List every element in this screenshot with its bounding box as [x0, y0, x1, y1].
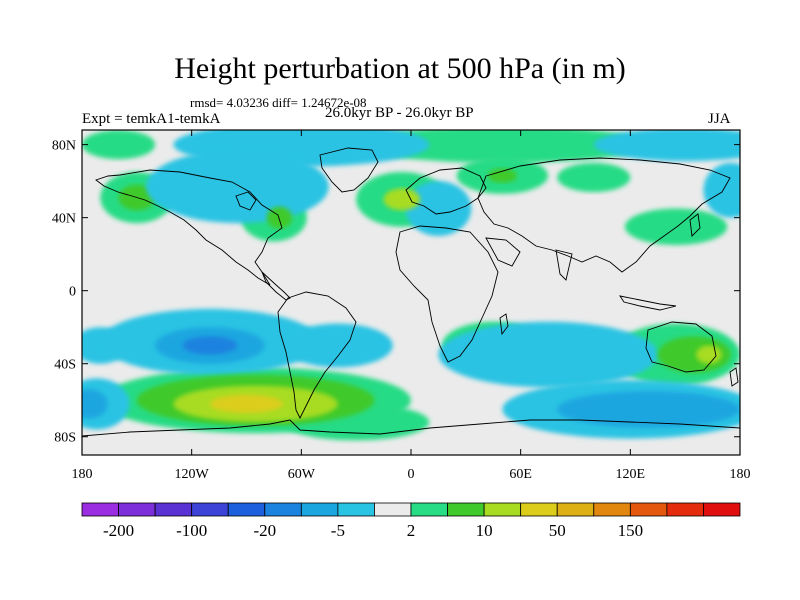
anomaly-region [657, 336, 731, 373]
anomaly-region [82, 389, 108, 419]
colorbar-label: -5 [331, 521, 345, 540]
colorbar-swatch [520, 502, 558, 517]
colorbar-label: -200 [103, 521, 134, 540]
colorbar-swatch [629, 502, 668, 517]
anomaly-fill-layer [82, 130, 740, 441]
anomaly-region [593, 130, 740, 162]
anomaly-region [145, 150, 329, 224]
colorbar-swatch [227, 502, 266, 517]
colorbar: -200 -100 -20 -5 2 10 50 150 [81, 502, 741, 540]
anomaly-region [624, 208, 728, 246]
lon-tick-label: 120W [175, 467, 210, 482]
lat-tick-label: 40N [52, 212, 76, 227]
colorbar-swatch [154, 502, 193, 517]
anomaly-region [82, 130, 156, 160]
lon-tick-label: 60W [288, 467, 316, 482]
colorbar-label: 50 [549, 521, 566, 540]
colorbar-swatch [666, 502, 704, 517]
anomaly-region [209, 394, 284, 414]
lat-tick-label: 80S [54, 431, 76, 446]
lon-tick-label: 180 [72, 467, 93, 482]
colorbar-label: 10 [476, 521, 493, 540]
colorbar-swatch [483, 502, 522, 517]
colorbar-swatch [191, 502, 229, 517]
lon-tick-label: 0 [408, 467, 415, 482]
anomaly-region [557, 391, 740, 428]
lon-tick-label: 180 [730, 467, 751, 482]
latitude-ticks: 80N 40N 0 40S 80S [52, 139, 740, 446]
colorbar-swatch [556, 502, 595, 517]
lat-tick-label: 0 [69, 285, 76, 300]
coastline-layer [82, 147, 740, 437]
anomaly-region [283, 323, 393, 368]
colorbar-swatch [337, 502, 375, 517]
colorbar-label: -100 [176, 521, 207, 540]
lat-tick-label: 80N [52, 139, 76, 154]
anomaly-region [383, 188, 421, 211]
experiment-label: Expt = temkA1-temkA [82, 111, 221, 127]
colorbar-label: -20 [253, 521, 276, 540]
anomaly-region [703, 162, 740, 218]
colorbar-label: 150 [618, 521, 644, 540]
lon-tick-label: 60E [509, 467, 532, 482]
map-title: Height perturbation at 500 hPa (in m) [174, 52, 626, 85]
colorbar-swatch [118, 502, 156, 517]
colorbar-swatch [447, 502, 485, 517]
colorbar-swatch [300, 502, 339, 517]
colorbar-swatch [264, 502, 302, 517]
anomaly-region [487, 168, 518, 183]
anomaly-region [557, 162, 631, 193]
anomaly-region [696, 345, 722, 364]
lat-tick-label: 40S [54, 358, 76, 373]
colorbar-swatch [81, 502, 119, 517]
season-label: JJA [708, 111, 731, 127]
colorbar-swatch [374, 502, 412, 517]
stats-text: rmsd= 4.03236 diff= 1.24672e-08 [190, 95, 367, 110]
anomaly-region [182, 336, 238, 355]
anomaly-region [405, 181, 472, 236]
colorbar-swatch [593, 502, 631, 517]
colorbar-label: 2 [407, 521, 416, 540]
anomaly-region [356, 130, 649, 163]
colorbar-swatch [703, 502, 741, 517]
lon-tick-label: 120E [616, 467, 646, 482]
period-label: 26.0kyr BP - 26.0kyr BP [325, 105, 474, 121]
anomaly-region [438, 321, 658, 388]
longitude-ticks: 180 120W 60W 0 60E 120E 180 [72, 130, 751, 482]
colorbar-swatch [410, 502, 448, 517]
